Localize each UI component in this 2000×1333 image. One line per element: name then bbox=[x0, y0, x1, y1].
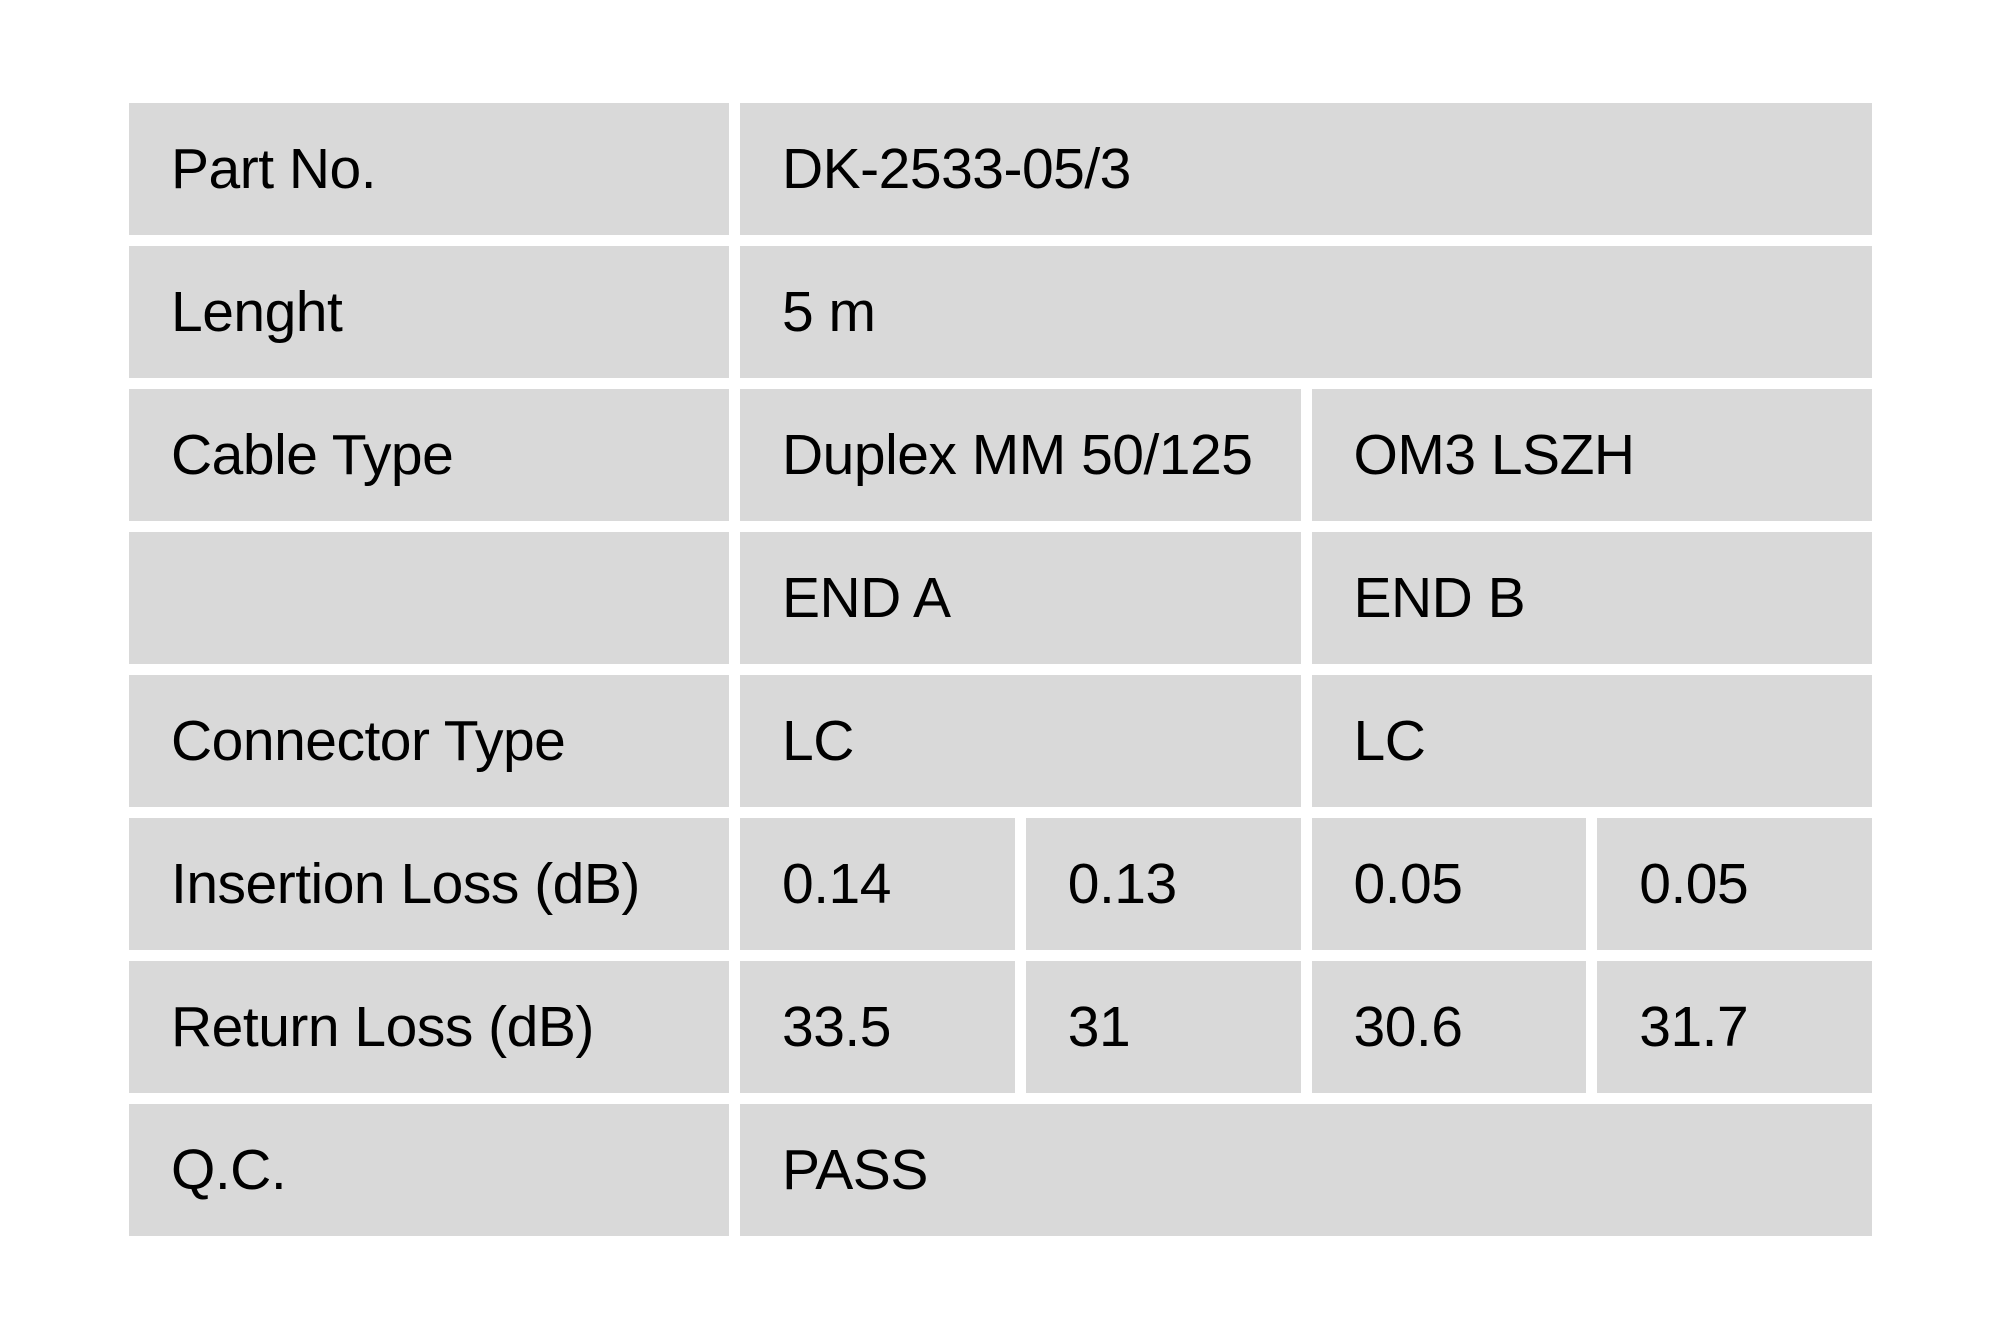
connector-type-value-1: LC bbox=[740, 675, 1301, 807]
part-no-value-1: DK-2533-05/3 bbox=[740, 103, 1872, 235]
cable-type-value-1: Duplex MM 50/125 bbox=[740, 389, 1301, 521]
return-loss-db-value-2: 31 bbox=[1025, 961, 1301, 1093]
row-label-cable-type: Cable Type bbox=[129, 389, 729, 521]
insertion-loss-db-value-1: 0.14 bbox=[740, 818, 1015, 950]
return-loss-db-value-1: 33.5 bbox=[740, 961, 1015, 1093]
insertion-loss-db-value-4: 0.05 bbox=[1597, 818, 1872, 950]
empty-value-2: END B bbox=[1311, 532, 1872, 664]
row-label-empty bbox=[129, 532, 729, 664]
row-label-connector-type: Connector Type bbox=[129, 675, 729, 807]
cable-spec-table: Part No. DK-2533-05/3 Lenght 5 m Cable Type D… bbox=[129, 103, 1872, 1236]
insertion-loss-db-value-3: 0.05 bbox=[1311, 818, 1587, 950]
return-loss-db-value-4: 31.7 bbox=[1597, 961, 1872, 1093]
q-c-value-1: PASS bbox=[740, 1104, 1872, 1236]
insertion-loss-db-value-2: 0.13 bbox=[1025, 818, 1301, 950]
row-label-lenght: Lenght bbox=[129, 246, 729, 378]
connector-type-value-2: LC bbox=[1311, 675, 1872, 807]
row-label-q-c: Q.C. bbox=[129, 1104, 729, 1236]
row-label-return-loss-db: Return Loss (dB) bbox=[129, 961, 729, 1093]
empty-value-1: END A bbox=[740, 532, 1301, 664]
lenght-value-1: 5 m bbox=[740, 246, 1872, 378]
row-label-part-no: Part No. bbox=[129, 103, 729, 235]
return-loss-db-value-3: 30.6 bbox=[1311, 961, 1587, 1093]
cable-type-value-2: OM3 LSZH bbox=[1311, 389, 1872, 521]
row-label-insertion-loss-db: Insertion Loss (dB) bbox=[129, 818, 729, 950]
